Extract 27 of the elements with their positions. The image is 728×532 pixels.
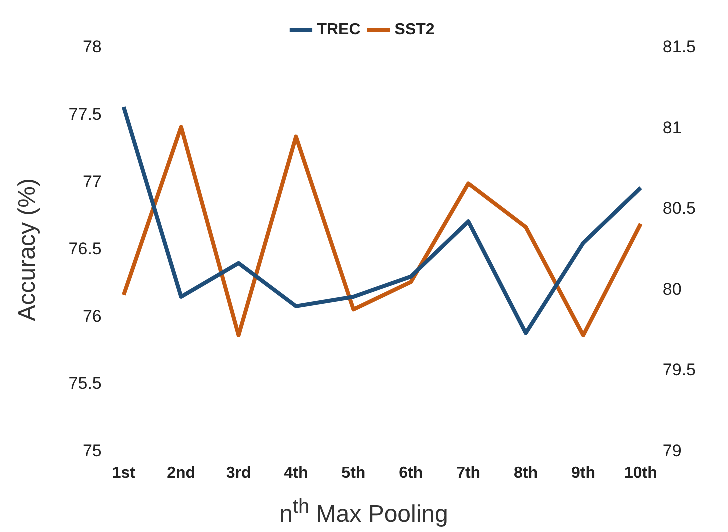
x-tick-label: 9th: [571, 464, 596, 482]
legend-label: TREC: [317, 21, 362, 38]
y-axis-title: Accuracy (%): [14, 178, 42, 322]
y2-tick-label: 80.5: [662, 199, 696, 218]
x-tick-label: 2nd: [167, 464, 196, 482]
y-tick-label: 78: [82, 38, 102, 57]
y2-tick-label: 79: [662, 441, 682, 460]
y2-tick-label: 80: [662, 280, 682, 299]
x-tick-label: 1st: [112, 464, 136, 482]
x-tick-label: 5th: [342, 464, 366, 482]
y2-tick-label: 81: [662, 118, 682, 138]
x-tick-label: 8th: [514, 464, 538, 482]
y-tick-label: 75: [82, 441, 102, 460]
x-tick-label: 3rd: [226, 464, 252, 482]
y-tick-label: 76: [82, 306, 102, 326]
y2-tick-label: 79.5: [662, 360, 696, 380]
y-tick-label: 75.5: [68, 374, 102, 394]
x-tick-label: 4th: [284, 464, 308, 482]
y-tick-label: 77.5: [68, 104, 102, 124]
x-tick-label: 6th: [399, 464, 424, 482]
y2-tick-label: 81.5: [662, 38, 696, 57]
x-tick-label: 10th: [624, 464, 658, 482]
legend-label: SST2: [394, 21, 435, 38]
y-tick-label: 76.5: [68, 240, 102, 259]
x-axis-title: n$^{th}$ Max Pooling: [278, 496, 450, 529]
x-tick-label: 7th: [456, 464, 481, 482]
y-tick-label: 77: [82, 172, 102, 192]
